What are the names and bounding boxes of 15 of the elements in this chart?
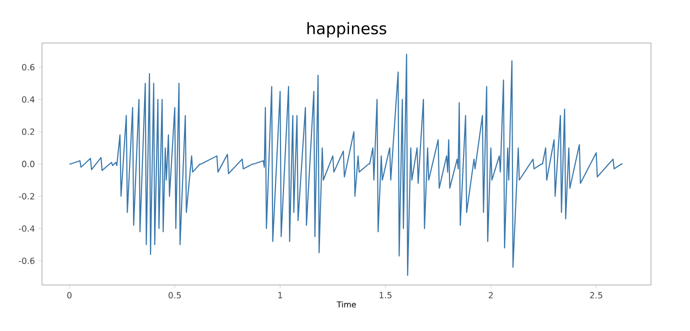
y-tick-label: -0.4 bbox=[18, 225, 34, 232]
y-tick-label: 0.2 bbox=[22, 128, 34, 135]
x-tick-label: 1.5 bbox=[380, 292, 392, 298]
x-tick-label: 2 bbox=[488, 292, 493, 298]
y-tick-label: -0.2 bbox=[18, 193, 34, 200]
x-tick-label: 2.5 bbox=[590, 292, 602, 298]
y-tick-label: 0.4 bbox=[22, 96, 34, 103]
y-tick-label: 0.6 bbox=[22, 64, 34, 70]
line-series bbox=[68, 54, 624, 276]
chart-title: happiness bbox=[307, 22, 386, 38]
y-tick-label: 0.0 bbox=[22, 160, 34, 168]
x-tick-label: 0 bbox=[67, 292, 72, 298]
y-tick-label: -0.6 bbox=[18, 258, 34, 264]
x-tick-label: 1 bbox=[278, 292, 282, 298]
x-tick-label: 0.5 bbox=[168, 292, 181, 298]
